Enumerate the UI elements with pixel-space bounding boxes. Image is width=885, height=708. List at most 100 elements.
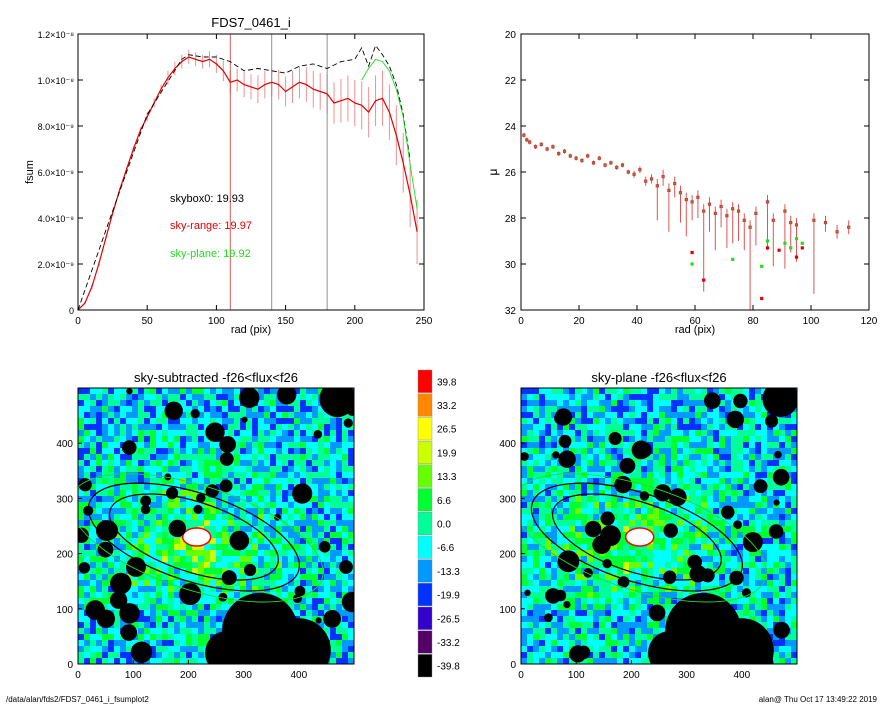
map-cell — [276, 406, 283, 413]
map-cell — [144, 478, 151, 485]
map-cell — [761, 430, 768, 437]
map-cell — [90, 388, 97, 395]
map-cell — [174, 592, 181, 599]
map-cell — [623, 592, 630, 599]
map-cell — [569, 424, 576, 431]
map-cell — [120, 544, 127, 551]
map-cell — [653, 454, 660, 461]
map-cell — [521, 616, 528, 623]
map-cell — [102, 508, 109, 515]
map-cell — [743, 580, 750, 587]
map-cell — [276, 490, 283, 497]
map-cell — [144, 598, 151, 605]
map-cell — [342, 586, 349, 593]
map-cell — [186, 574, 193, 581]
map-cell — [623, 550, 630, 557]
map-cell — [120, 538, 127, 545]
map-cell — [192, 466, 199, 473]
map-cell — [569, 436, 576, 443]
map-cell — [623, 448, 630, 455]
map-cell — [779, 484, 786, 491]
map-cell — [348, 514, 354, 521]
map-cell — [725, 538, 732, 545]
map-cell — [755, 460, 762, 467]
map-cell — [707, 544, 714, 551]
map-cell — [677, 454, 684, 461]
map-cell — [767, 604, 774, 611]
map-cell — [120, 658, 127, 664]
map-cell — [773, 490, 780, 497]
map-cell — [324, 628, 331, 635]
map-cell — [593, 490, 600, 497]
map-cell — [348, 640, 354, 647]
map-cell — [581, 634, 588, 641]
map-cell — [102, 658, 109, 664]
map-cell — [126, 472, 133, 479]
map-cell — [264, 430, 271, 437]
map-cell — [78, 598, 85, 605]
map-cell — [587, 574, 594, 581]
map-cell — [264, 418, 271, 425]
map-cell — [725, 466, 732, 473]
map-cell — [180, 538, 187, 545]
map-cell — [96, 424, 103, 431]
map-cell — [695, 508, 702, 515]
map-cell — [707, 556, 714, 563]
colorbar-swatch — [417, 606, 433, 630]
map-cell — [683, 556, 690, 563]
map-cell — [246, 436, 253, 443]
map-cell — [270, 430, 277, 437]
map-cell — [617, 472, 624, 479]
map-cell — [78, 604, 85, 611]
map-cell — [258, 508, 265, 515]
map-cell — [330, 460, 337, 467]
map-cell — [791, 604, 797, 611]
map-cell — [102, 586, 109, 593]
map-cell — [707, 472, 714, 479]
map-cell — [216, 448, 223, 455]
map-cell — [162, 652, 169, 659]
map-cell — [647, 604, 654, 611]
map-cell — [527, 406, 534, 413]
map-cell — [168, 580, 175, 587]
x-tick-label: 0 — [75, 316, 81, 327]
map-cell — [114, 544, 121, 551]
map-cell — [551, 448, 558, 455]
map-cell — [719, 400, 726, 407]
map-cell — [605, 442, 612, 449]
map-cell — [240, 520, 247, 527]
map-cell — [78, 502, 85, 509]
map-cell — [324, 502, 331, 509]
map-cell — [234, 394, 241, 401]
mask-blob — [292, 483, 313, 504]
map-cell — [210, 562, 217, 569]
map-cell — [761, 580, 768, 587]
map-cell — [545, 502, 552, 509]
map-cell — [725, 556, 732, 563]
map-cell — [306, 598, 313, 605]
map-cell — [228, 496, 235, 503]
map-cell — [731, 562, 738, 569]
map-cell — [761, 496, 768, 503]
map-cell — [599, 640, 606, 647]
y-tick-label: 1.0×10⁻⁸ — [38, 76, 75, 86]
map-cell — [78, 472, 85, 479]
map-cell — [108, 592, 115, 599]
map-cell — [563, 610, 570, 617]
y-tick-label: 24 — [505, 122, 517, 133]
map-cell — [689, 448, 696, 455]
map-cell — [683, 400, 690, 407]
map-cell — [767, 514, 774, 521]
map-cell — [587, 442, 594, 449]
map-cell — [162, 496, 169, 503]
map-cell — [719, 478, 726, 485]
map-cell — [671, 514, 678, 521]
map-cell — [581, 466, 588, 473]
map-cell — [78, 508, 85, 515]
map-cell — [629, 556, 636, 563]
map-cell — [348, 526, 354, 533]
map-cell — [156, 574, 163, 581]
map-cell — [617, 406, 624, 413]
map-cell — [749, 586, 756, 593]
mask-blob — [292, 594, 302, 604]
